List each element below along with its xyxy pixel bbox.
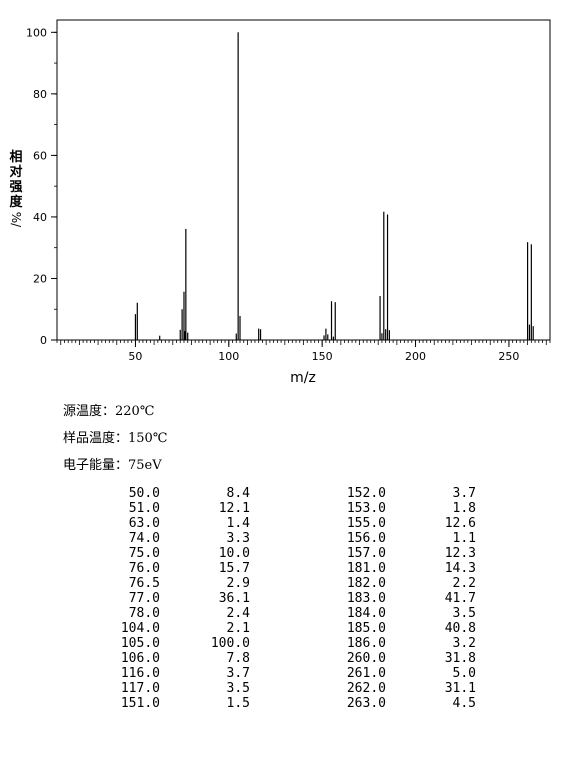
plot-frame bbox=[56, 19, 551, 341]
sample-temperature: 样品温度：150℃ bbox=[63, 431, 168, 446]
table-intensity-cell: 3.7 bbox=[226, 666, 250, 681]
table-intensity-cell: 7.8 bbox=[226, 651, 250, 666]
table-intensity-cell: 3.2 bbox=[452, 636, 476, 651]
table-mz-cell: 51.0 bbox=[128, 501, 160, 516]
table-mz-cell: 105.0 bbox=[120, 636, 160, 651]
table-mz-cell: 50.0 bbox=[128, 486, 160, 501]
spectrum-peaks bbox=[134, 32, 534, 340]
table-mz-cell: 153.0 bbox=[346, 501, 386, 516]
y-tick-label: 80 bbox=[33, 88, 47, 101]
table-mz-cell: 152.0 bbox=[346, 486, 386, 501]
table-intensity-cell: 2.2 bbox=[452, 576, 476, 591]
x-tick-label: 150 bbox=[312, 350, 333, 363]
table-mz-cell: 186.0 bbox=[346, 636, 386, 651]
table-mz-cell: 63.0 bbox=[128, 516, 160, 531]
table-intensity-cell: 36.1 bbox=[218, 591, 250, 606]
table-intensity-cell: 12.3 bbox=[444, 546, 476, 561]
x-tick-label: 200 bbox=[405, 350, 426, 363]
y-tick-label: 40 bbox=[33, 211, 47, 224]
table-intensity-cell: 3.5 bbox=[226, 681, 250, 696]
y-tick-label: 100 bbox=[26, 26, 47, 39]
table-intensity-cell: 31.8 bbox=[444, 651, 476, 666]
table-mz-cell: 184.0 bbox=[346, 606, 386, 621]
table-mz-cell: 106.0 bbox=[120, 651, 160, 666]
table-intensity-cell: 3.3 bbox=[226, 531, 250, 546]
table-intensity-cell: 3.5 bbox=[452, 606, 476, 621]
x-tick-label: 50 bbox=[128, 350, 142, 363]
table-intensity-cell: 41.7 bbox=[444, 591, 476, 606]
table-intensity-cell: 1.4 bbox=[226, 516, 250, 531]
table-mz-cell: 261.0 bbox=[346, 666, 386, 681]
y-tick-label: 60 bbox=[33, 149, 47, 162]
table-mz-cell: 183.0 bbox=[346, 591, 386, 606]
y-axis-title-char: 对 bbox=[9, 165, 23, 180]
table-intensity-cell: 40.8 bbox=[444, 621, 476, 636]
table-intensity-cell: 12.1 bbox=[218, 501, 250, 516]
table-mz-cell: 260.0 bbox=[346, 651, 386, 666]
table-intensity-cell: 4.5 bbox=[452, 696, 476, 711]
table-intensity-cell: 8.4 bbox=[226, 486, 250, 501]
x-tick-label: 100 bbox=[218, 350, 239, 363]
y-tick-label: 20 bbox=[33, 272, 47, 285]
axis-ticks: 50 100 150 200 250 0 20 40 60 80 100 bbox=[26, 26, 551, 363]
table-mz-cell: 116.0 bbox=[120, 666, 160, 681]
table-intensity-cell: 100.0 bbox=[210, 636, 250, 651]
table-mz-cell: 262.0 bbox=[346, 681, 386, 696]
table-mz-cell: 75.0 bbox=[128, 546, 160, 561]
electron-energy: 电子能量：75eV bbox=[63, 458, 162, 473]
table-intensity-cell: 1.8 bbox=[452, 501, 476, 516]
y-axis-title-char: 强 bbox=[9, 180, 23, 195]
table-intensity-cell: 5.0 bbox=[452, 666, 476, 681]
table-mz-cell: 181.0 bbox=[346, 561, 386, 576]
table-intensity-cell: 10.0 bbox=[218, 546, 250, 561]
y-axis-title-char: 相 bbox=[9, 150, 23, 165]
table-mz-cell: 182.0 bbox=[346, 576, 386, 591]
table-intensity-cell: 15.7 bbox=[218, 561, 250, 576]
table-intensity-cell: 3.7 bbox=[452, 486, 476, 501]
table-intensity-cell: 1.5 bbox=[226, 696, 250, 711]
mass-spectrum-chart: 50 100 150 200 250 0 20 40 60 80 100 m/z bbox=[26, 19, 551, 386]
table-mz-cell: 263.0 bbox=[346, 696, 386, 711]
y-axis-title-unit: %/ bbox=[9, 211, 24, 228]
y-tick-label: 0 bbox=[40, 334, 47, 347]
source-temperature: 源温度：220℃ bbox=[63, 404, 155, 419]
table-mz-cell: 77.0 bbox=[128, 591, 160, 606]
table-mz-cell: 151.0 bbox=[120, 696, 160, 711]
table-intensity-cell: 1.1 bbox=[452, 531, 476, 546]
table-mz-cell: 76.5 bbox=[128, 576, 160, 591]
table-mz-cell: 76.0 bbox=[128, 561, 160, 576]
table-mz-cell: 185.0 bbox=[346, 621, 386, 636]
y-axis-title: 相 对 强 度 %/ bbox=[8, 150, 24, 227]
table-intensity-cell: 31.1 bbox=[444, 681, 476, 696]
table-mz-cell: 156.0 bbox=[346, 531, 386, 546]
table-intensity-cell: 14.3 bbox=[444, 561, 476, 576]
table-intensity-cell: 2.4 bbox=[226, 606, 250, 621]
table-mz-cell: 78.0 bbox=[128, 606, 160, 621]
table-mz-cell: 104.0 bbox=[120, 621, 160, 636]
table-mz-cell: 74.0 bbox=[128, 531, 160, 546]
x-tick-label: 250 bbox=[498, 350, 519, 363]
table-intensity-cell: 2.1 bbox=[226, 621, 250, 636]
table-mz-cell: 157.0 bbox=[346, 546, 386, 561]
table-mz-cell: 117.0 bbox=[120, 681, 160, 696]
table-intensity-cell: 12.6 bbox=[444, 516, 476, 531]
y-axis-title-char: 度 bbox=[9, 195, 23, 210]
x-axis-title: m/z bbox=[290, 370, 316, 386]
table-mz-cell: 155.0 bbox=[346, 516, 386, 531]
table-intensity-cell: 2.9 bbox=[226, 576, 250, 591]
